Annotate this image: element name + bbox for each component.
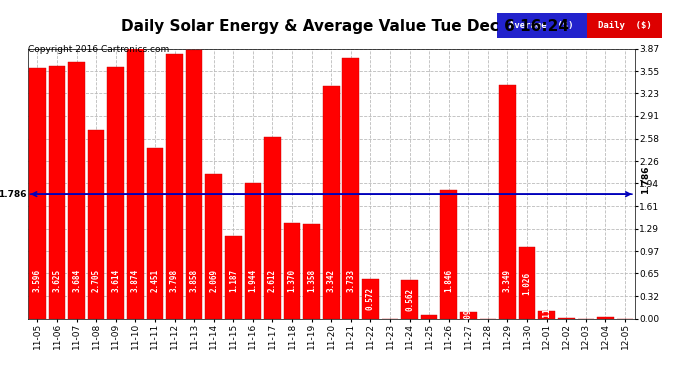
Bar: [206, 174, 222, 319]
Bar: [558, 318, 575, 319]
Text: 3.625: 3.625: [52, 269, 61, 292]
Text: 2.612: 2.612: [268, 269, 277, 292]
Text: 2.069: 2.069: [209, 269, 218, 292]
Bar: [284, 223, 300, 319]
Text: Average  ($): Average ($): [509, 21, 574, 30]
Text: 3.798: 3.798: [170, 269, 179, 292]
Text: Daily Solar Energy & Average Value Tue Dec 6 16:24: Daily Solar Energy & Average Value Tue D…: [121, 19, 569, 34]
Text: 0.093: 0.093: [464, 304, 473, 327]
Bar: [597, 317, 613, 319]
Text: 2.705: 2.705: [92, 269, 101, 292]
Bar: [421, 315, 437, 319]
Bar: [362, 279, 379, 319]
Bar: [323, 86, 339, 319]
Bar: [538, 311, 555, 319]
Text: 1.187: 1.187: [229, 269, 238, 292]
Bar: [127, 48, 144, 319]
Text: 1.846: 1.846: [444, 269, 453, 292]
Bar: [342, 58, 359, 319]
Bar: [304, 224, 320, 319]
Bar: [225, 236, 241, 319]
Bar: [244, 183, 262, 319]
Text: 2.451: 2.451: [150, 269, 159, 292]
Bar: [108, 67, 124, 319]
Bar: [146, 148, 164, 319]
Text: 1.786: 1.786: [640, 166, 650, 194]
Bar: [166, 54, 183, 319]
Text: 3.342: 3.342: [326, 269, 336, 292]
Bar: [519, 247, 535, 319]
Bar: [264, 136, 281, 319]
Bar: [440, 190, 457, 319]
Text: 1.358: 1.358: [307, 269, 316, 292]
Text: 3.874: 3.874: [131, 269, 140, 292]
Bar: [68, 62, 85, 319]
Bar: [29, 68, 46, 319]
Bar: [88, 130, 104, 319]
Text: 1.786: 1.786: [0, 190, 27, 199]
Text: 3.349: 3.349: [503, 269, 512, 292]
Text: Copyright 2016 Cartronics.com: Copyright 2016 Cartronics.com: [28, 45, 169, 54]
Text: 0.112: 0.112: [542, 303, 551, 326]
Bar: [401, 279, 418, 319]
Text: 0.562: 0.562: [405, 288, 414, 311]
Text: 3.684: 3.684: [72, 269, 81, 292]
Text: 1.944: 1.944: [248, 269, 257, 292]
Text: 1.026: 1.026: [522, 272, 531, 294]
Text: 0.572: 0.572: [366, 287, 375, 310]
Text: 3.858: 3.858: [190, 269, 199, 292]
Text: 3.733: 3.733: [346, 269, 355, 292]
Text: Daily  ($): Daily ($): [598, 21, 651, 30]
Text: 3.614: 3.614: [111, 269, 120, 292]
Bar: [186, 50, 202, 319]
Text: 1.370: 1.370: [288, 269, 297, 292]
Text: 3.596: 3.596: [33, 269, 42, 292]
Bar: [460, 312, 477, 319]
Bar: [49, 66, 66, 319]
Bar: [499, 85, 516, 319]
